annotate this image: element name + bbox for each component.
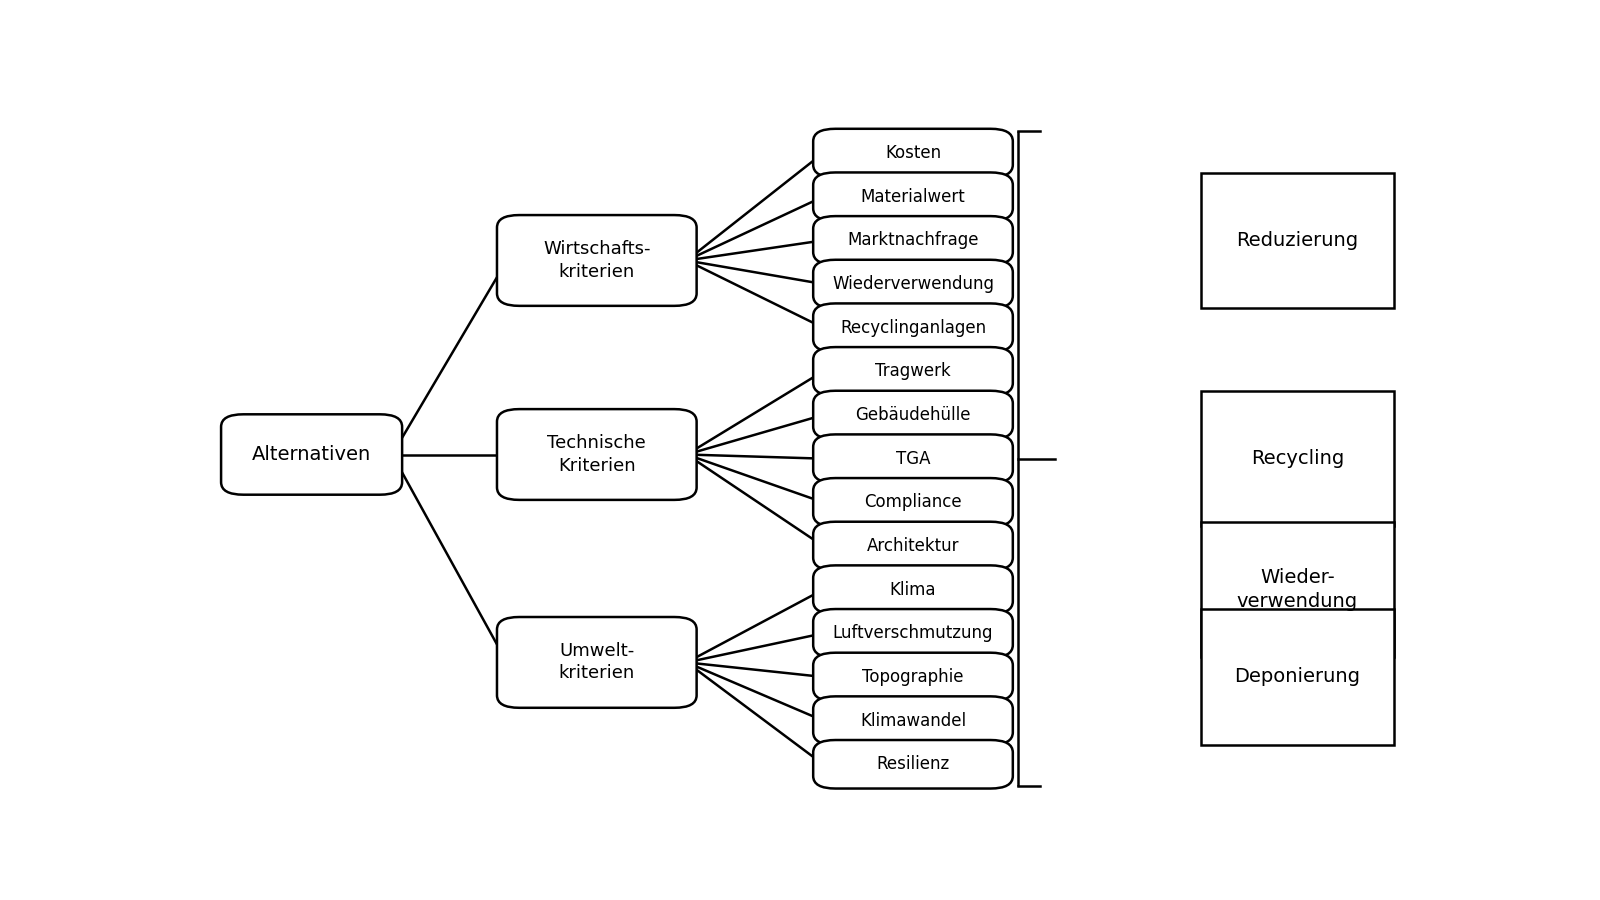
Text: Architektur: Architektur — [867, 537, 960, 555]
FancyBboxPatch shape — [813, 391, 1013, 439]
FancyBboxPatch shape — [813, 609, 1013, 658]
FancyBboxPatch shape — [813, 129, 1013, 177]
Bar — [1202, 392, 1394, 526]
Text: Topographie: Topographie — [862, 668, 963, 686]
Text: Compliance: Compliance — [864, 493, 962, 511]
Bar — [1202, 609, 1394, 744]
Text: Technische
Kriterien: Technische Kriterien — [547, 435, 646, 474]
FancyBboxPatch shape — [813, 478, 1013, 526]
Text: Recycling: Recycling — [1251, 449, 1344, 468]
Bar — [1202, 173, 1394, 308]
Text: Luftverschmutzung: Luftverschmutzung — [832, 625, 994, 643]
Text: Gebäudehülle: Gebäudehülle — [856, 406, 971, 424]
Text: Alternativen: Alternativen — [251, 445, 371, 464]
Text: Resilienz: Resilienz — [877, 755, 950, 773]
Text: Kosten: Kosten — [885, 144, 941, 162]
Text: Wiederverwendung: Wiederverwendung — [832, 275, 994, 293]
Text: Marktnachfrage: Marktnachfrage — [848, 231, 979, 249]
Text: Recyclinganlagen: Recyclinganlagen — [840, 319, 986, 337]
FancyBboxPatch shape — [221, 414, 402, 495]
FancyBboxPatch shape — [813, 652, 1013, 701]
Text: Wirtschafts-
kriterien: Wirtschafts- kriterien — [542, 240, 651, 281]
FancyBboxPatch shape — [813, 522, 1013, 571]
Text: Deponierung: Deponierung — [1235, 668, 1360, 687]
FancyBboxPatch shape — [813, 216, 1013, 265]
FancyBboxPatch shape — [498, 410, 696, 500]
FancyBboxPatch shape — [813, 740, 1013, 788]
Text: Klimawandel: Klimawandel — [859, 712, 966, 730]
FancyBboxPatch shape — [813, 260, 1013, 309]
FancyBboxPatch shape — [498, 617, 696, 707]
FancyBboxPatch shape — [813, 347, 1013, 396]
Text: Materialwert: Materialwert — [861, 188, 965, 206]
Bar — [1202, 522, 1394, 657]
Text: Umwelt-
kriterien: Umwelt- kriterien — [558, 643, 635, 682]
FancyBboxPatch shape — [813, 303, 1013, 352]
FancyBboxPatch shape — [813, 173, 1013, 221]
FancyBboxPatch shape — [813, 565, 1013, 614]
Text: Tragwerk: Tragwerk — [875, 363, 950, 381]
Text: Reduzierung: Reduzierung — [1237, 231, 1358, 250]
Text: Wieder-
verwendung: Wieder- verwendung — [1237, 569, 1358, 611]
FancyBboxPatch shape — [498, 215, 696, 306]
Text: TGA: TGA — [896, 450, 930, 468]
FancyBboxPatch shape — [813, 435, 1013, 483]
Text: Klima: Klima — [890, 580, 936, 598]
FancyBboxPatch shape — [813, 697, 1013, 745]
